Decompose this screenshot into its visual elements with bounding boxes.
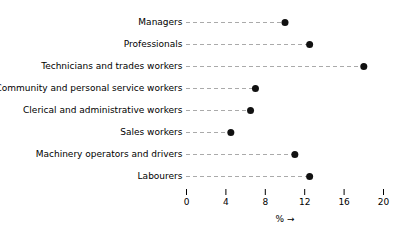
svg-text:Machinery operators and driver: Machinery operators and drivers [36, 149, 183, 159]
svg-text:% →: % → [276, 214, 295, 224]
svg-text:Professionals: Professionals [124, 39, 183, 49]
svg-text:Clerical and administrative wo: Clerical and administrative workers [23, 105, 183, 115]
svg-text:20: 20 [378, 197, 390, 207]
svg-text:Technicians and trades workers: Technicians and trades workers [40, 61, 183, 71]
svg-text:8: 8 [262, 197, 268, 207]
svg-text:Sales workers: Sales workers [120, 127, 183, 137]
svg-text:12: 12 [299, 197, 310, 207]
svg-text:0: 0 [184, 197, 190, 207]
svg-text:4: 4 [223, 197, 229, 207]
svg-text:Managers: Managers [138, 17, 182, 27]
svg-text:Community and personal service: Community and personal service workers [0, 83, 183, 93]
svg-text:Labourers: Labourers [138, 171, 183, 181]
svg-text:16: 16 [338, 197, 350, 207]
